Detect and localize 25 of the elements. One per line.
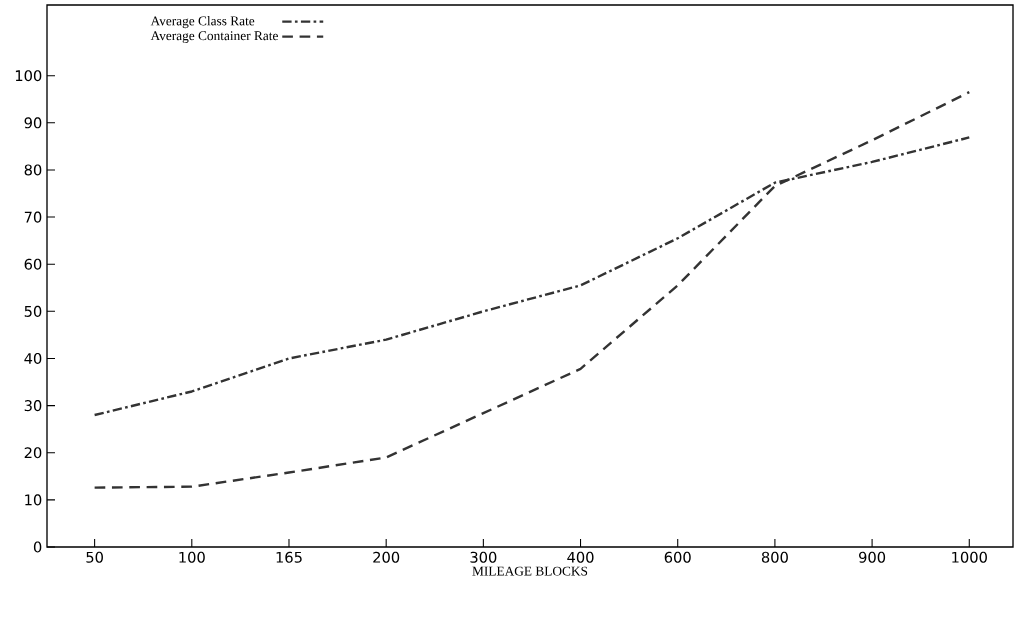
y-tick-label: 60 [24, 258, 42, 270]
x-tick-label: 800 [761, 551, 788, 563]
x-tick-label: 50 [86, 551, 103, 563]
x-tick-label: 200 [373, 551, 400, 563]
line-series [93, 90, 971, 489]
y-tick-label: 10 [25, 494, 42, 506]
y-tick-label: 0 [33, 541, 42, 553]
x-tick-label: 300 [470, 551, 497, 563]
legend-label: Average Class Rate [150, 16, 255, 29]
y-tick-label: 50 [24, 305, 42, 317]
y-tick-label: 100 [15, 70, 42, 82]
legend-label: Average Container Rate [150, 31, 278, 43]
y-tick-label: 20 [24, 447, 42, 459]
y-tick-label: 40 [24, 352, 42, 365]
x-tick-label: 600 [664, 551, 691, 563]
y-tick-label: 90 [24, 117, 42, 129]
y-tick-label: 70 [24, 211, 42, 223]
x-axis-title: MILEAGE BLOCKS [472, 566, 588, 576]
x-tick-label: 100 [179, 551, 205, 563]
x-tick-label: 400 [567, 551, 594, 563]
x-tick-label: 1000 [952, 551, 987, 563]
x-tick-label: 900 [859, 551, 886, 563]
y-tick-label: 30 [24, 400, 42, 412]
x-tick-label: 165 [276, 551, 302, 563]
y-tick-label: 80 [24, 164, 42, 176]
